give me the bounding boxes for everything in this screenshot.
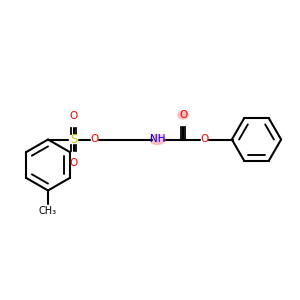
- Text: S: S: [70, 133, 77, 146]
- Text: O: O: [90, 134, 99, 145]
- Text: O: O: [200, 134, 208, 145]
- Text: O: O: [69, 111, 78, 122]
- Text: NH: NH: [150, 134, 165, 145]
- Text: O: O: [179, 110, 187, 120]
- Ellipse shape: [177, 110, 189, 120]
- Text: CH₃: CH₃: [39, 206, 57, 216]
- Text: O: O: [69, 158, 78, 168]
- Ellipse shape: [149, 134, 166, 145]
